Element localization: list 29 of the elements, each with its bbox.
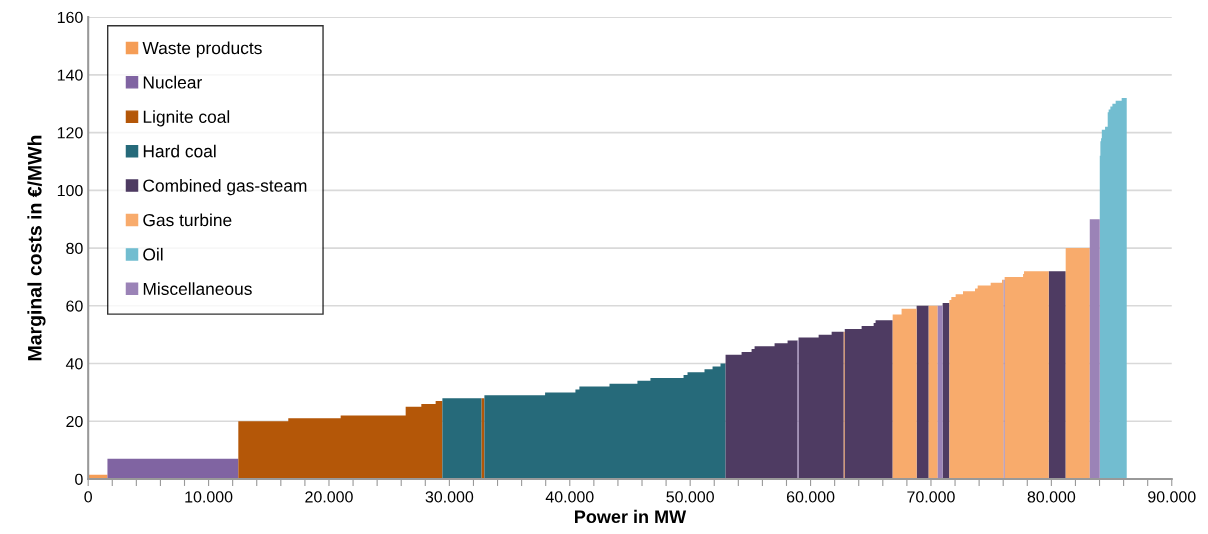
x-tick-label: 20.000: [305, 491, 353, 503]
y-tick-label: 160: [57, 11, 83, 24]
x-tick-label: 40.000: [545, 491, 594, 503]
y-tick-label: 100: [57, 184, 83, 197]
y-axis-title: Marginal costs in €/MWh: [27, 135, 46, 361]
x-tick-label: 60.000: [786, 491, 835, 503]
y-tick-label: 40: [65, 358, 83, 370]
legend-label: Waste products: [142, 41, 262, 58]
x-tick-label: 90.000: [1148, 491, 1196, 503]
x-tick-label: 70.000: [907, 491, 955, 503]
x-tick-label: 10.000: [185, 491, 233, 503]
x-tick-label: 0: [84, 491, 92, 503]
legend-label: Nuclear: [143, 75, 202, 89]
x-tick-label: 50.000: [666, 491, 714, 503]
y-tick-label: 60: [66, 300, 83, 312]
y-tick-label: 120: [57, 127, 83, 139]
legend-label: Hard coal: [143, 144, 216, 158]
y-tick-label: 80: [66, 242, 83, 254]
x-tick-label: 30.000: [425, 491, 474, 503]
y-tick-label: 0: [75, 473, 83, 485]
legend-label: Gas turbine: [143, 213, 232, 227]
y-tick-label: 140: [57, 69, 83, 81]
legend-label: Lignite coal: [143, 110, 230, 127]
y-tick-label: 20: [66, 415, 83, 428]
legend-label: Combined gas-steam: [143, 179, 307, 196]
x-tick-label: 80.000: [1027, 491, 1076, 503]
x-axis-title: Power in MW: [575, 509, 687, 524]
legend-label: Oil: [143, 247, 163, 261]
legend-label: Miscellaneous: [143, 282, 252, 296]
